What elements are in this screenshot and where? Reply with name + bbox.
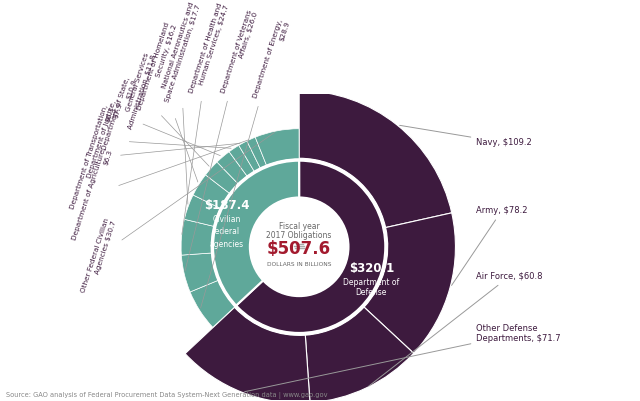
Text: Navy, $109.2: Navy, $109.2 xyxy=(400,126,532,147)
Wedge shape xyxy=(193,175,230,209)
Text: Department of Agriculture,
$6.3: Department of Agriculture, $6.3 xyxy=(71,140,248,243)
Text: Source: GAO analysis of Federal Procurement Data System-Next Generation data | w: Source: GAO analysis of Federal Procurem… xyxy=(6,392,328,399)
Wedge shape xyxy=(364,213,456,353)
Wedge shape xyxy=(299,91,452,227)
Circle shape xyxy=(250,198,348,296)
Text: Fiscal year: Fiscal year xyxy=(279,222,319,231)
Text: Air Force, $60.8: Air Force, $60.8 xyxy=(369,272,543,386)
Wedge shape xyxy=(185,307,310,401)
Wedge shape xyxy=(247,137,266,168)
Text: Other Federal Civilian
Agencies $30.7: Other Federal Civilian Agencies $30.7 xyxy=(81,132,275,296)
Wedge shape xyxy=(217,152,247,184)
Text: Department of Health and
Human Services, $24.7: Department of Health and Human Services,… xyxy=(182,2,230,234)
Wedge shape xyxy=(181,219,214,255)
Text: 2017 Obligations: 2017 Obligations xyxy=(266,231,332,240)
Text: Department of Transportation,
$6.3: Department of Transportation, $6.3 xyxy=(69,104,240,212)
Text: Department of Homeland
Security, $16.2: Department of Homeland Security, $16.2 xyxy=(137,22,198,182)
Text: Defense: Defense xyxy=(356,288,387,297)
Text: General Services
Administration, $11.8: General Services Administration, $11.8 xyxy=(120,52,209,166)
Wedge shape xyxy=(255,129,299,165)
Text: Army, $78.2: Army, $78.2 xyxy=(452,206,528,286)
Text: $187.4: $187.4 xyxy=(204,199,250,213)
Text: Department of Veterans
Affairs, $26.0: Department of Veterans Affairs, $26.0 xyxy=(185,9,259,271)
Text: Department of State,
$10.9: Department of State, $10.9 xyxy=(102,76,220,156)
Text: $507.6: $507.6 xyxy=(267,239,332,257)
Text: $320.1: $320.1 xyxy=(349,262,394,275)
Text: agencies: agencies xyxy=(209,240,244,249)
Text: National Aeronautics and
Space Administration, $17.7: National Aeronautics and Space Administr… xyxy=(158,1,202,204)
Wedge shape xyxy=(305,307,413,401)
Text: Department of Energy,
$28.9: Department of Energy, $28.9 xyxy=(200,18,291,308)
Text: federal: federal xyxy=(213,227,240,237)
Wedge shape xyxy=(190,280,235,327)
Text: Civilian: Civilian xyxy=(212,215,241,224)
Wedge shape xyxy=(239,141,260,172)
Text: Other Defense
Departments, $71.7: Other Defense Departments, $71.7 xyxy=(244,324,561,392)
Wedge shape xyxy=(236,160,386,334)
Wedge shape xyxy=(184,195,220,227)
Wedge shape xyxy=(229,145,254,176)
Wedge shape xyxy=(212,160,299,306)
Text: DOLLARS IN BILLIONS: DOLLARS IN BILLIONS xyxy=(267,262,332,267)
Text: Department of: Department of xyxy=(343,277,399,287)
Wedge shape xyxy=(181,253,218,292)
Wedge shape xyxy=(205,162,238,193)
Text: Department of Justice,
$7.9: Department of Justice, $7.9 xyxy=(86,99,231,181)
